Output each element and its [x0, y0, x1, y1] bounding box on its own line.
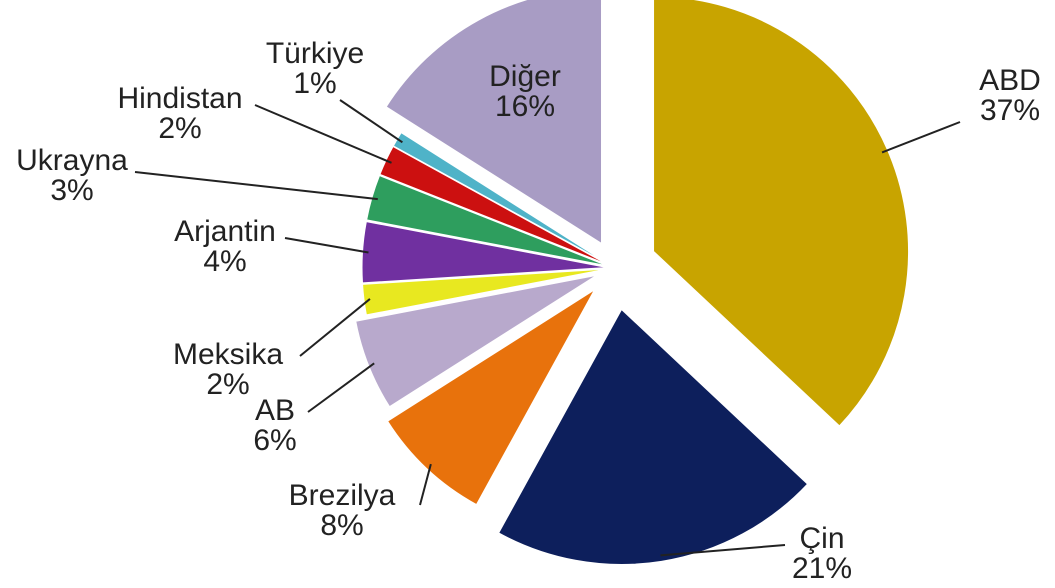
leader-line: [339, 99, 403, 144]
slice-label: AB: [255, 394, 295, 427]
slice-label: Hindistan: [117, 82, 242, 115]
slice-label: Brezilya: [289, 479, 396, 512]
slice-value-label: 2%: [158, 112, 201, 145]
slice-value-label: 21%: [792, 552, 852, 585]
slice-label: Diğer: [489, 60, 561, 93]
leader-line: [254, 104, 392, 164]
pie-slice: [498, 308, 809, 565]
slice-label: Çin: [799, 522, 844, 555]
slice-value-label: 1%: [293, 67, 336, 100]
leader-line: [284, 237, 369, 254]
pie-slice: [362, 268, 608, 316]
leader-line: [134, 171, 378, 201]
slice-label: Arjantin: [174, 215, 276, 248]
pie-slice: [366, 174, 608, 267]
slice-label: Türkiye: [266, 37, 364, 70]
pie-slice: [386, 289, 595, 506]
leader-line: [299, 298, 371, 357]
leader-line: [307, 362, 375, 413]
pie-slice: [653, 0, 909, 427]
leader-line: [419, 463, 432, 506]
slice-label: Ukrayna: [16, 144, 128, 177]
slice-value-label: 16%: [495, 90, 555, 123]
slice-value-label: 3%: [50, 174, 93, 207]
slice-label: Meksika: [173, 338, 283, 371]
slice-label: ABD: [979, 64, 1041, 97]
slice-value-label: 6%: [253, 424, 296, 457]
slice-value-label: 4%: [203, 245, 246, 278]
slice-value-label: 2%: [206, 368, 249, 401]
slice-value-label: 37%: [980, 94, 1040, 127]
leader-line: [881, 121, 961, 154]
pie-slice: [385, 0, 603, 245]
slice-value-label: 8%: [320, 509, 363, 542]
pie-slice: [355, 274, 597, 408]
leader-line: [660, 544, 786, 557]
